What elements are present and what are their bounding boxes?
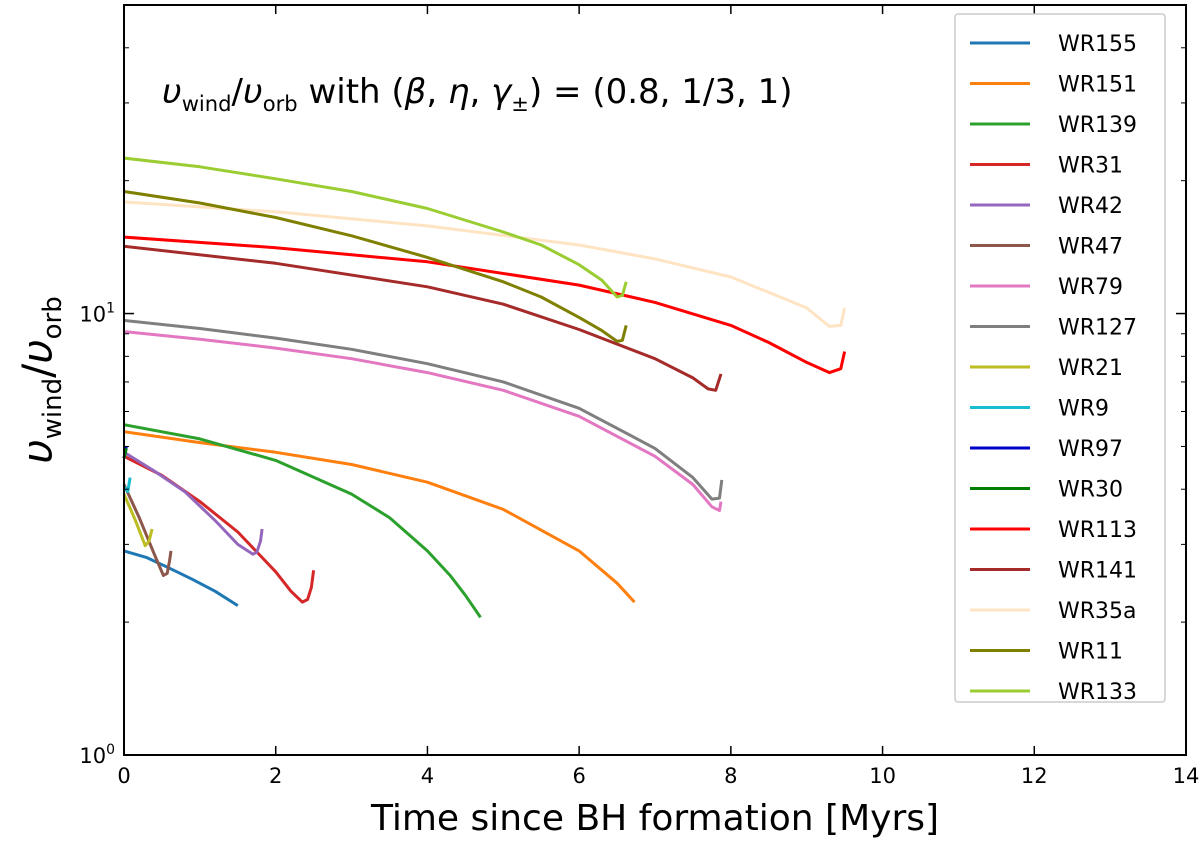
x-tick-label-14: 14 bbox=[1173, 764, 1200, 788]
x-tick-label-2: 2 bbox=[269, 764, 282, 788]
series-line-wr139 bbox=[123, 423, 482, 619]
plot-frame bbox=[123, 4, 1187, 756]
y-axis-label: υwind/υorb bbox=[13, 296, 68, 463]
series-line-wr47 bbox=[122, 483, 173, 577]
x-tick-label-4: 4 bbox=[421, 764, 434, 788]
series-line-wr133 bbox=[123, 156, 628, 299]
legend-label-wr9: WR9 bbox=[1058, 397, 1109, 422]
series-line-wr127 bbox=[123, 318, 724, 501]
legend-label-wr151: WR151 bbox=[1058, 73, 1137, 98]
series-line-wr11 bbox=[123, 190, 628, 343]
x-tick-label-10: 10 bbox=[869, 764, 896, 788]
legend-label-wr127: WR127 bbox=[1058, 316, 1137, 341]
series-line-wr141 bbox=[123, 244, 723, 392]
legend-label-wr141: WR141 bbox=[1058, 559, 1137, 584]
x-tick-label-12: 12 bbox=[1021, 764, 1048, 788]
legend-label-wr21: WR21 bbox=[1058, 356, 1123, 381]
series-line-wr113 bbox=[123, 235, 847, 375]
series-line-wr79 bbox=[123, 330, 723, 512]
series-line-wr35a bbox=[123, 200, 847, 328]
series-line-wr9 bbox=[122, 477, 132, 494]
legend-label-wr133: WR133 bbox=[1058, 680, 1137, 705]
x-tick-label-8: 8 bbox=[724, 764, 737, 788]
x-tick-label-6: 6 bbox=[572, 764, 585, 788]
legend: WR155 WR151 WR139 WR31 WR42 WR47 WR79 WR127 WR21… bbox=[954, 13, 1166, 705]
series-line-wr21 bbox=[122, 493, 154, 548]
legend-label-wr30: WR30 bbox=[1058, 478, 1123, 503]
series-line-wr42 bbox=[123, 451, 264, 556]
legend-label-wr35a: WR35a bbox=[1058, 599, 1137, 624]
legend-label-wr42: WR42 bbox=[1058, 194, 1123, 219]
series-layer bbox=[122, 156, 847, 619]
tick-layer: 0 2 4 6 8 10 12 14 100 101 bbox=[79, 4, 1200, 788]
legend-label-wr139: WR139 bbox=[1058, 113, 1137, 138]
series-line-wr155 bbox=[123, 549, 239, 607]
legend-label-wr11: WR11 bbox=[1058, 640, 1123, 665]
chart-title: υwind/υorb with (β, η, γ±) = (0.8, 1/3, … bbox=[162, 72, 793, 116]
legend-label-wr97: WR97 bbox=[1058, 437, 1123, 462]
legend-label-wr31: WR31 bbox=[1058, 154, 1123, 179]
legend-label-wr79: WR79 bbox=[1058, 275, 1123, 300]
y-tick-label-10: 101 bbox=[79, 301, 115, 327]
x-tick-label-0: 0 bbox=[117, 764, 130, 788]
legend-label-wr155: WR155 bbox=[1058, 32, 1137, 57]
x-axis-label: Time since BH formation [Myrs] bbox=[370, 798, 939, 839]
y-tick-label-1: 100 bbox=[79, 742, 115, 768]
legend-label-wr47: WR47 bbox=[1058, 235, 1123, 260]
legend-label-wr113: WR113 bbox=[1058, 518, 1137, 543]
